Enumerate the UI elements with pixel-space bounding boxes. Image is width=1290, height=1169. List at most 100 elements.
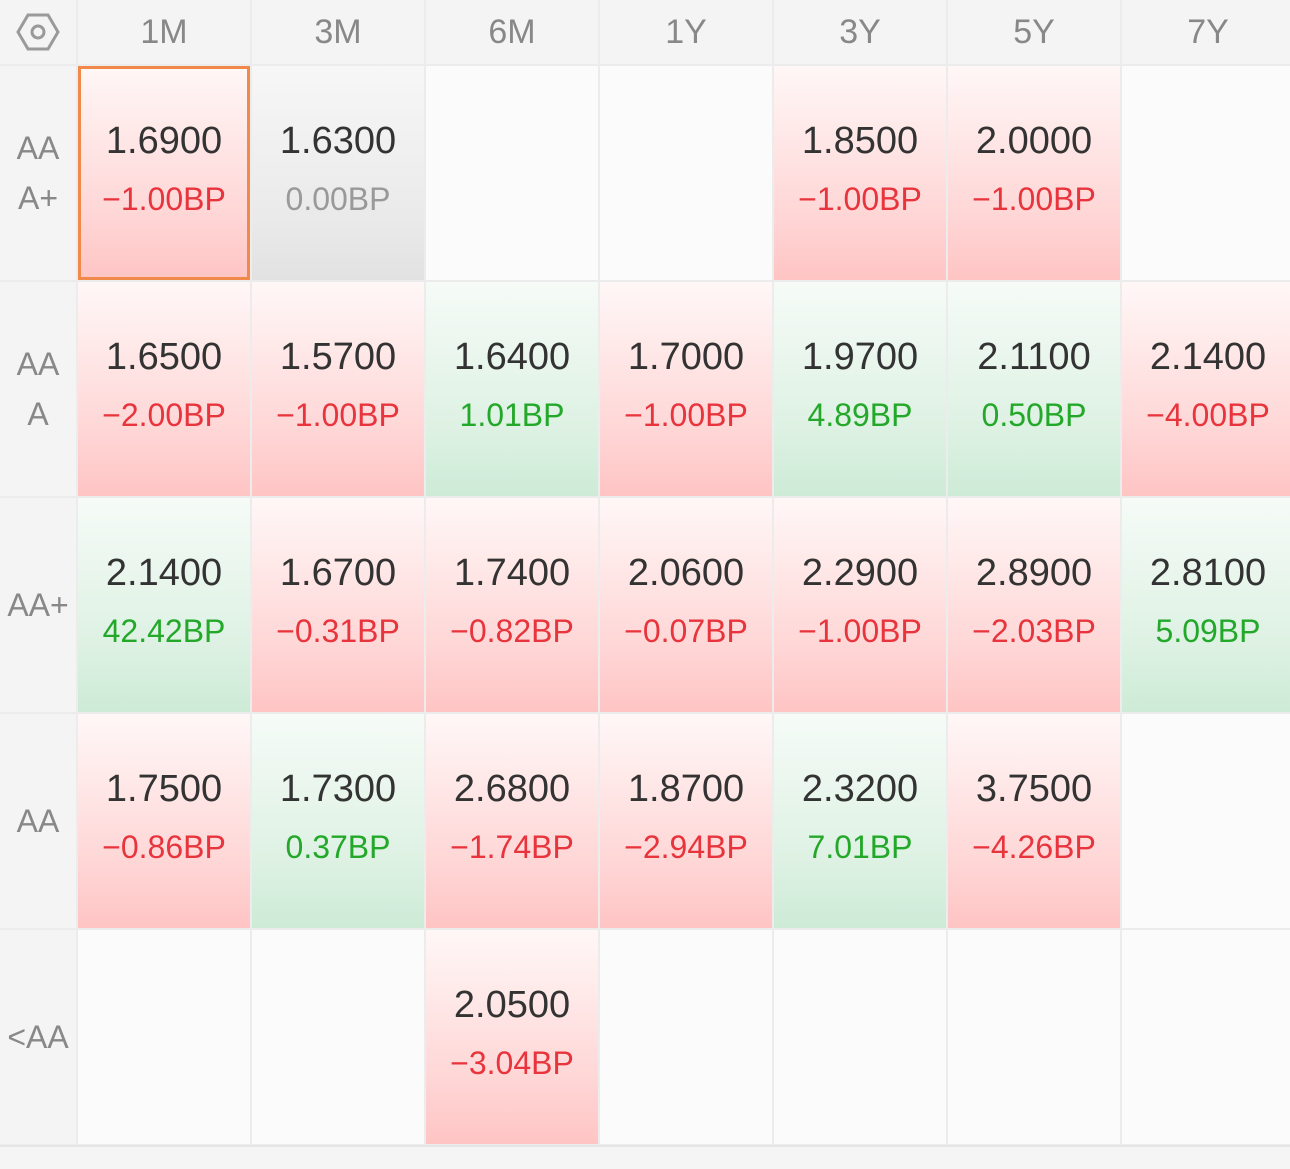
yield-cell[interactable]: 2.0600 −0.07BP: [600, 498, 772, 712]
yield-change: 42.42BP: [102, 613, 226, 649]
column-header-7y[interactable]: 7Y: [1122, 0, 1290, 64]
yield-change: −2.94BP: [624, 829, 748, 865]
yield-change: −3.04BP: [450, 1045, 574, 1081]
yield-value: 2.0600: [627, 552, 745, 594]
yield-change: −1.00BP: [624, 397, 748, 433]
yield-change: −0.82BP: [450, 613, 574, 649]
yield-cell[interactable]: 1.6700 −0.31BP: [252, 498, 424, 712]
column-header-5y[interactable]: 5Y: [948, 0, 1120, 64]
yield-cell[interactable]: 2.1100 0.50BP: [948, 282, 1120, 496]
yield-cell[interactable]: 1.6300 0.00BP: [252, 66, 424, 280]
yield-cell-selected[interactable]: 1.6900 −1.00BP: [78, 66, 250, 280]
yield-cell[interactable]: 2.1400 −4.00BP: [1122, 282, 1290, 496]
hexagon-settings-icon[interactable]: [16, 12, 60, 52]
yield-cell[interactable]: 1.6400 1.01BP: [426, 282, 598, 496]
yield-change: 1.01BP: [459, 397, 565, 433]
yield-cell[interactable]: 1.7300 0.37BP: [252, 714, 424, 928]
yield-change: 7.01BP: [807, 829, 913, 865]
yield-value: 2.0500: [453, 984, 571, 1026]
empty-cell[interactable]: [1122, 714, 1290, 928]
yield-change: 0.37BP: [285, 829, 391, 865]
yield-cell[interactable]: 3.7500 −4.26BP: [948, 714, 1120, 928]
yield-change: −4.26BP: [972, 829, 1096, 865]
yield-cell[interactable]: 1.8500 −1.00BP: [774, 66, 946, 280]
empty-cell[interactable]: [1122, 930, 1290, 1144]
yield-value: 2.8100: [1149, 552, 1267, 594]
yield-value: 1.6400: [453, 336, 571, 378]
yield-value: 1.8500: [801, 120, 919, 162]
yield-value: 2.1400: [105, 552, 223, 594]
column-header-3y[interactable]: 3Y: [774, 0, 946, 64]
yield-value: 2.8900: [975, 552, 1093, 594]
empty-cell[interactable]: [78, 930, 250, 1144]
yield-cell[interactable]: 1.7000 −1.00BP: [600, 282, 772, 496]
empty-cell[interactable]: [252, 930, 424, 1144]
row-header[interactable]: AA: [0, 714, 76, 928]
yield-change: −0.31BP: [276, 613, 400, 649]
empty-cell[interactable]: [600, 66, 772, 280]
row-header[interactable]: AAA: [0, 282, 76, 496]
yield-value: 1.6300: [279, 120, 397, 162]
yield-value: 3.7500: [975, 768, 1093, 810]
yield-value: 1.6500: [105, 336, 223, 378]
column-header-3m[interactable]: 3M: [252, 0, 424, 64]
row-header[interactable]: AA+: [0, 498, 76, 712]
empty-cell[interactable]: [948, 930, 1120, 1144]
yield-cell[interactable]: 2.8100 5.09BP: [1122, 498, 1290, 712]
yield-value: 1.8700: [627, 768, 745, 810]
empty-cell[interactable]: [600, 930, 772, 1144]
yield-change: −1.00BP: [972, 181, 1096, 217]
yield-value: 1.6900: [105, 120, 223, 162]
yield-cell[interactable]: 1.9700 4.89BP: [774, 282, 946, 496]
empty-cell[interactable]: [774, 930, 946, 1144]
yield-change: −1.74BP: [450, 829, 574, 865]
yield-cell[interactable]: 1.8700 −2.94BP: [600, 714, 772, 928]
yield-value: 1.7300: [279, 768, 397, 810]
yield-change: −0.86BP: [102, 829, 226, 865]
yield-cell[interactable]: 1.5700 −1.00BP: [252, 282, 424, 496]
yield-cell[interactable]: 2.3200 7.01BP: [774, 714, 946, 928]
yield-change: −1.00BP: [798, 613, 922, 649]
yield-change: 0.00BP: [285, 181, 391, 217]
yield-value: 1.7000: [627, 336, 745, 378]
yield-change: 5.09BP: [1155, 613, 1261, 649]
yield-change: −1.00BP: [102, 181, 226, 217]
yield-change: −2.00BP: [102, 397, 226, 433]
yield-value: 2.0000: [975, 120, 1093, 162]
yield-cell[interactable]: 2.2900 −1.00BP: [774, 498, 946, 712]
yield-value: 1.7400: [453, 552, 571, 594]
yield-change: 0.50BP: [981, 397, 1087, 433]
yield-cell[interactable]: 2.0500 −3.04BP: [426, 930, 598, 1144]
yield-value: 2.6800: [453, 768, 571, 810]
empty-cell[interactable]: [426, 66, 598, 280]
yield-cell[interactable]: 2.1400 42.42BP: [78, 498, 250, 712]
yield-cell[interactable]: 1.7400 −0.82BP: [426, 498, 598, 712]
yield-change: −2.03BP: [972, 613, 1096, 649]
yield-value: 1.5700: [279, 336, 397, 378]
yield-cell[interactable]: 2.0000 −1.00BP: [948, 66, 1120, 280]
row-header[interactable]: <AA: [0, 930, 76, 1144]
empty-cell[interactable]: [1122, 66, 1290, 280]
yield-value: 2.3200: [801, 768, 919, 810]
yield-change: −1.00BP: [276, 397, 400, 433]
yield-cell[interactable]: 1.7500 −0.86BP: [78, 714, 250, 928]
corner-cell[interactable]: [0, 0, 76, 64]
yield-cell[interactable]: 2.6800 −1.74BP: [426, 714, 598, 928]
yield-value: 1.6700: [279, 552, 397, 594]
yield-cell[interactable]: 1.6500 −2.00BP: [78, 282, 250, 496]
yield-change: −0.07BP: [624, 613, 748, 649]
yield-value: 2.2900: [801, 552, 919, 594]
yield-value: 1.7500: [105, 768, 223, 810]
column-header-6m[interactable]: 6M: [426, 0, 598, 64]
column-header-1y[interactable]: 1Y: [600, 0, 772, 64]
yield-change: 4.89BP: [807, 397, 913, 433]
yield-change: −1.00BP: [798, 181, 922, 217]
yield-value: 2.1100: [977, 336, 1091, 378]
column-header-1m[interactable]: 1M: [78, 0, 250, 64]
yield-value: 2.1400: [1149, 336, 1267, 378]
yield-change: −4.00BP: [1146, 397, 1270, 433]
yield-value: 1.9700: [801, 336, 919, 378]
row-header[interactable]: AAA+: [0, 66, 76, 280]
yield-cell[interactable]: 2.8900 −2.03BP: [948, 498, 1120, 712]
